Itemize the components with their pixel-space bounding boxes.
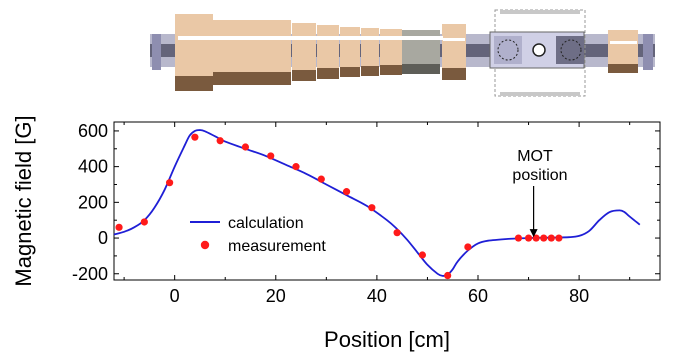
legend-label-calculation: calculation <box>228 215 304 232</box>
legend: calculation measurement <box>190 215 326 255</box>
x-tick-label: 20 <box>266 286 286 306</box>
measurement-point <box>267 152 275 160</box>
coil-section-2-shadow <box>213 72 291 85</box>
measurement-point <box>393 229 401 237</box>
x-tick-label: 60 <box>468 286 488 306</box>
x-tick-label: 40 <box>367 286 387 306</box>
mot-arrow-head <box>529 229 538 238</box>
zeeman-slower-illustration <box>150 9 655 97</box>
y-tick-label: 200 <box>78 192 108 212</box>
measurement-point <box>140 218 148 226</box>
legend-marker-swatch <box>200 240 210 250</box>
axis-ticks <box>114 122 660 280</box>
x-tick-label: 0 <box>170 286 180 306</box>
measurement-point <box>115 223 123 231</box>
mot-port-center <box>532 43 546 57</box>
y-tick-label: 600 <box>78 121 108 141</box>
mot-annotation-line-2: position <box>512 167 567 184</box>
x-axis-label: Position [cm] <box>324 327 450 352</box>
coil-section-5-shadow <box>340 67 360 77</box>
coil-section-3-shadow <box>292 70 316 81</box>
plot-area: 0 20 40 60 80 -200 0 200 400 600 MOT position ca… <box>11 115 661 352</box>
measurement-point <box>292 163 300 171</box>
x-tick-label: 80 <box>569 286 589 306</box>
coil-section-8-shadow <box>442 68 466 80</box>
coil-section-7 <box>380 29 402 75</box>
left-flange <box>152 34 161 70</box>
right-flange <box>643 34 653 70</box>
measurement-point <box>444 271 452 280</box>
coil-section-4-shadow <box>317 68 339 79</box>
measurement-point <box>532 234 540 242</box>
measurement-point <box>555 234 563 242</box>
coil-section-1-shadow <box>175 76 213 91</box>
mot-bottom-bar <box>500 92 580 96</box>
coil-section-7-shadow <box>380 65 402 75</box>
measurement-point <box>540 234 548 242</box>
measurement-point <box>464 243 472 251</box>
mot-annotation-line-1: MOT <box>517 148 553 165</box>
mot-window-right <box>556 36 584 64</box>
measurement-point <box>547 234 555 242</box>
y-tick-labels: -200 0 200 400 600 <box>72 121 108 284</box>
y-axis-label: Magnetic field [G] <box>11 115 36 286</box>
coil-section-end-shadow <box>608 64 638 73</box>
coil-section-gray-shadow <box>402 64 440 74</box>
measurement-points <box>115 133 563 280</box>
y-tick-label: 400 <box>78 157 108 177</box>
plot-frame <box>113 121 661 281</box>
calculation-line <box>113 129 641 277</box>
measurement-point <box>191 133 199 141</box>
measurement-point <box>317 175 325 183</box>
measurement-point <box>342 188 351 196</box>
x-tick-labels: 0 20 40 60 80 <box>170 286 589 306</box>
mot-window-left <box>494 36 522 64</box>
legend-label-measurement: measurement <box>228 238 326 255</box>
coil-highlight-stripe-2 <box>443 38 465 41</box>
mot-port-right <box>560 39 582 61</box>
coil-highlight-stripe-3 <box>610 41 637 44</box>
coil-section-6-shadow <box>361 66 379 76</box>
measurement-point <box>524 234 533 242</box>
measurement-point <box>241 143 250 151</box>
y-tick-label: -200 <box>72 264 108 284</box>
measurement-point <box>418 251 426 259</box>
measurement-point <box>166 179 174 187</box>
measurement-point <box>368 204 376 212</box>
y-tick-label: 0 <box>98 228 108 248</box>
mot-top-bar <box>500 10 580 14</box>
coil-highlight-stripe <box>178 36 443 40</box>
measurement-point <box>514 234 523 242</box>
mot-port-left <box>497 39 519 61</box>
measurement-point <box>216 137 224 145</box>
